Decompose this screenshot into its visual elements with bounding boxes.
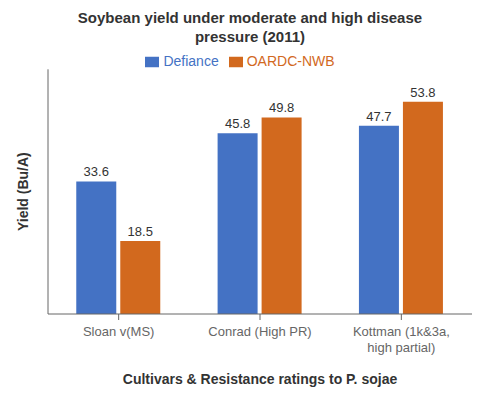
svg-text:Yield (Bu/A): Yield (Bu/A) [15,152,31,231]
svg-text:53.8: 53.8 [410,85,435,100]
svg-text:Sloan v(MS): Sloan v(MS) [83,324,155,339]
svg-text:18.5: 18.5 [128,224,153,239]
svg-text:45.8: 45.8 [225,116,250,131]
svg-text:47.7: 47.7 [366,109,391,124]
html-text:Soybean yield under moderate a: Soybean yield under moderate and high di… [77,9,423,45]
svg-text:49.8: 49.8 [269,100,294,115]
svg-text:33.6: 33.6 [84,164,109,179]
html-text:OARDC-NWB: OARDC-NWB [246,53,335,69]
svg-text:Kottman (1k&3a,high partial): Kottman (1k&3a,high partial) [353,324,450,355]
html-text:Defiance: Defiance [163,53,219,69]
svg-text:Conrad (High PR): Conrad (High PR) [208,324,311,339]
svg-text:Cultivars & Resistance ratings: Cultivars & Resistance ratings to P. soj… [123,371,398,387]
